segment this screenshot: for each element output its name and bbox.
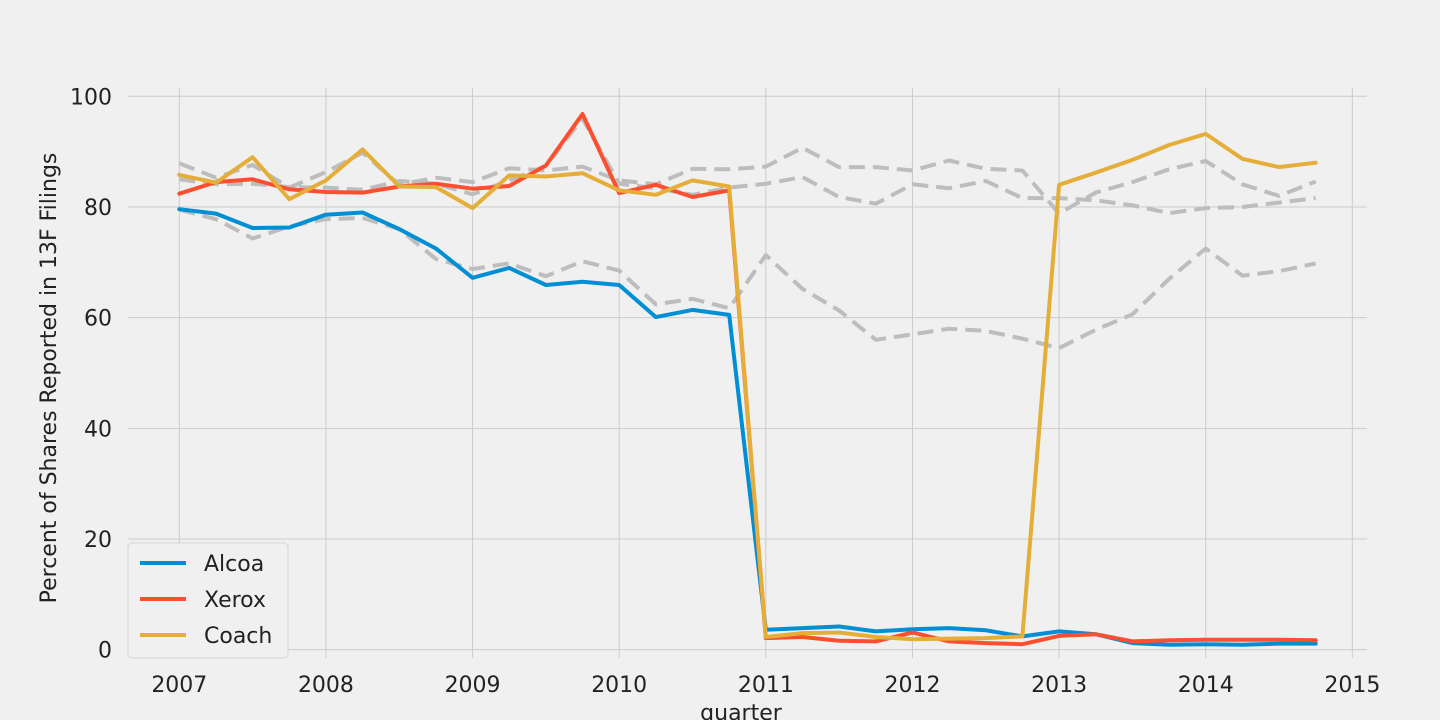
x-axis-label: quarter xyxy=(700,701,783,720)
x-tick-label: 2012 xyxy=(884,673,940,698)
legend-box xyxy=(127,542,289,659)
x-tick-label: 2013 xyxy=(1031,673,1087,698)
y-tick-label: 20 xyxy=(84,528,112,553)
x-tick-label: 2009 xyxy=(445,673,501,698)
series-line-comparison-3 xyxy=(178,207,1317,351)
tick-labels: 2007 2008 2009 2010 2011 2012 2013 2014 2015 0 20 4… xyxy=(70,85,1380,698)
y-tick-label: 40 xyxy=(84,417,112,442)
legend-label-alcoa: Alcoa xyxy=(204,552,264,577)
y-tick-label: 80 xyxy=(84,196,112,221)
legend-label-xerox: Xerox xyxy=(204,588,266,613)
y-tick-label: 0 xyxy=(98,639,112,664)
y-tick-label: 100 xyxy=(70,85,112,110)
series-lines xyxy=(177,112,1318,647)
x-tick-label: 2014 xyxy=(1178,673,1234,698)
series-line-comparison-5 xyxy=(179,116,1316,216)
y-tick-label: 60 xyxy=(84,307,112,332)
series-line-coach xyxy=(177,131,1318,642)
x-tick-label: 2008 xyxy=(298,673,354,698)
x-tick-label: 2015 xyxy=(1324,673,1380,698)
x-tick-label: 2011 xyxy=(738,673,794,698)
y-axis-label: Percent of Shares Reported in 13F Filing… xyxy=(37,153,62,604)
legend-label-coach: Coach xyxy=(204,624,272,649)
x-tick-label: 2010 xyxy=(591,673,647,698)
plot-area xyxy=(128,88,1367,658)
series-line-comparison-4 xyxy=(178,145,1317,216)
legend: Alcoa Xerox Coach xyxy=(127,542,289,659)
x-tick-label: 2007 xyxy=(151,673,207,698)
